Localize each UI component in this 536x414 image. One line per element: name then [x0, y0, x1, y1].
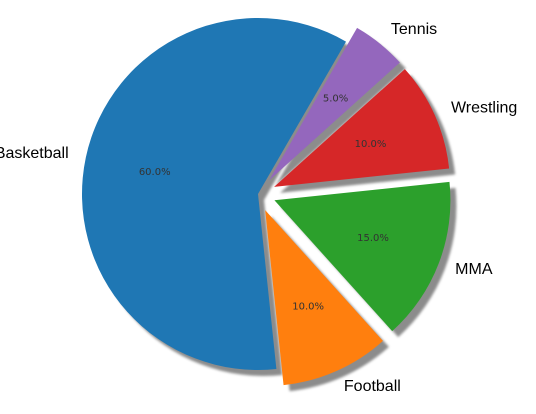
percent-label-football: 10.0% — [292, 302, 324, 313]
percent-label-wrestling: 10.0% — [355, 139, 387, 150]
slice-mma — [274, 181, 451, 332]
slice-label-mma: MMA — [455, 261, 493, 278]
percent-label-tennis: 5.0% — [323, 93, 348, 104]
slice-football — [265, 210, 383, 386]
pie-slices — [82, 18, 451, 386]
slice-label-football: Football — [344, 378, 401, 395]
slice-labels: Basketball 60.0% Football 10.0% MMA 15.0% Wres… — [0, 21, 517, 395]
slice-wrestling — [274, 69, 450, 187]
slice-basketball — [82, 18, 347, 371]
slice-tennis — [269, 27, 400, 181]
percent-label-mma: 15.0% — [357, 233, 389, 244]
slice-label-basketball: Basketball — [0, 145, 69, 162]
slice-label-wrestling: Wrestling — [451, 99, 517, 116]
slice-label-tennis: Tennis — [391, 21, 437, 38]
percent-label-basketball: 60.0% — [139, 167, 171, 178]
